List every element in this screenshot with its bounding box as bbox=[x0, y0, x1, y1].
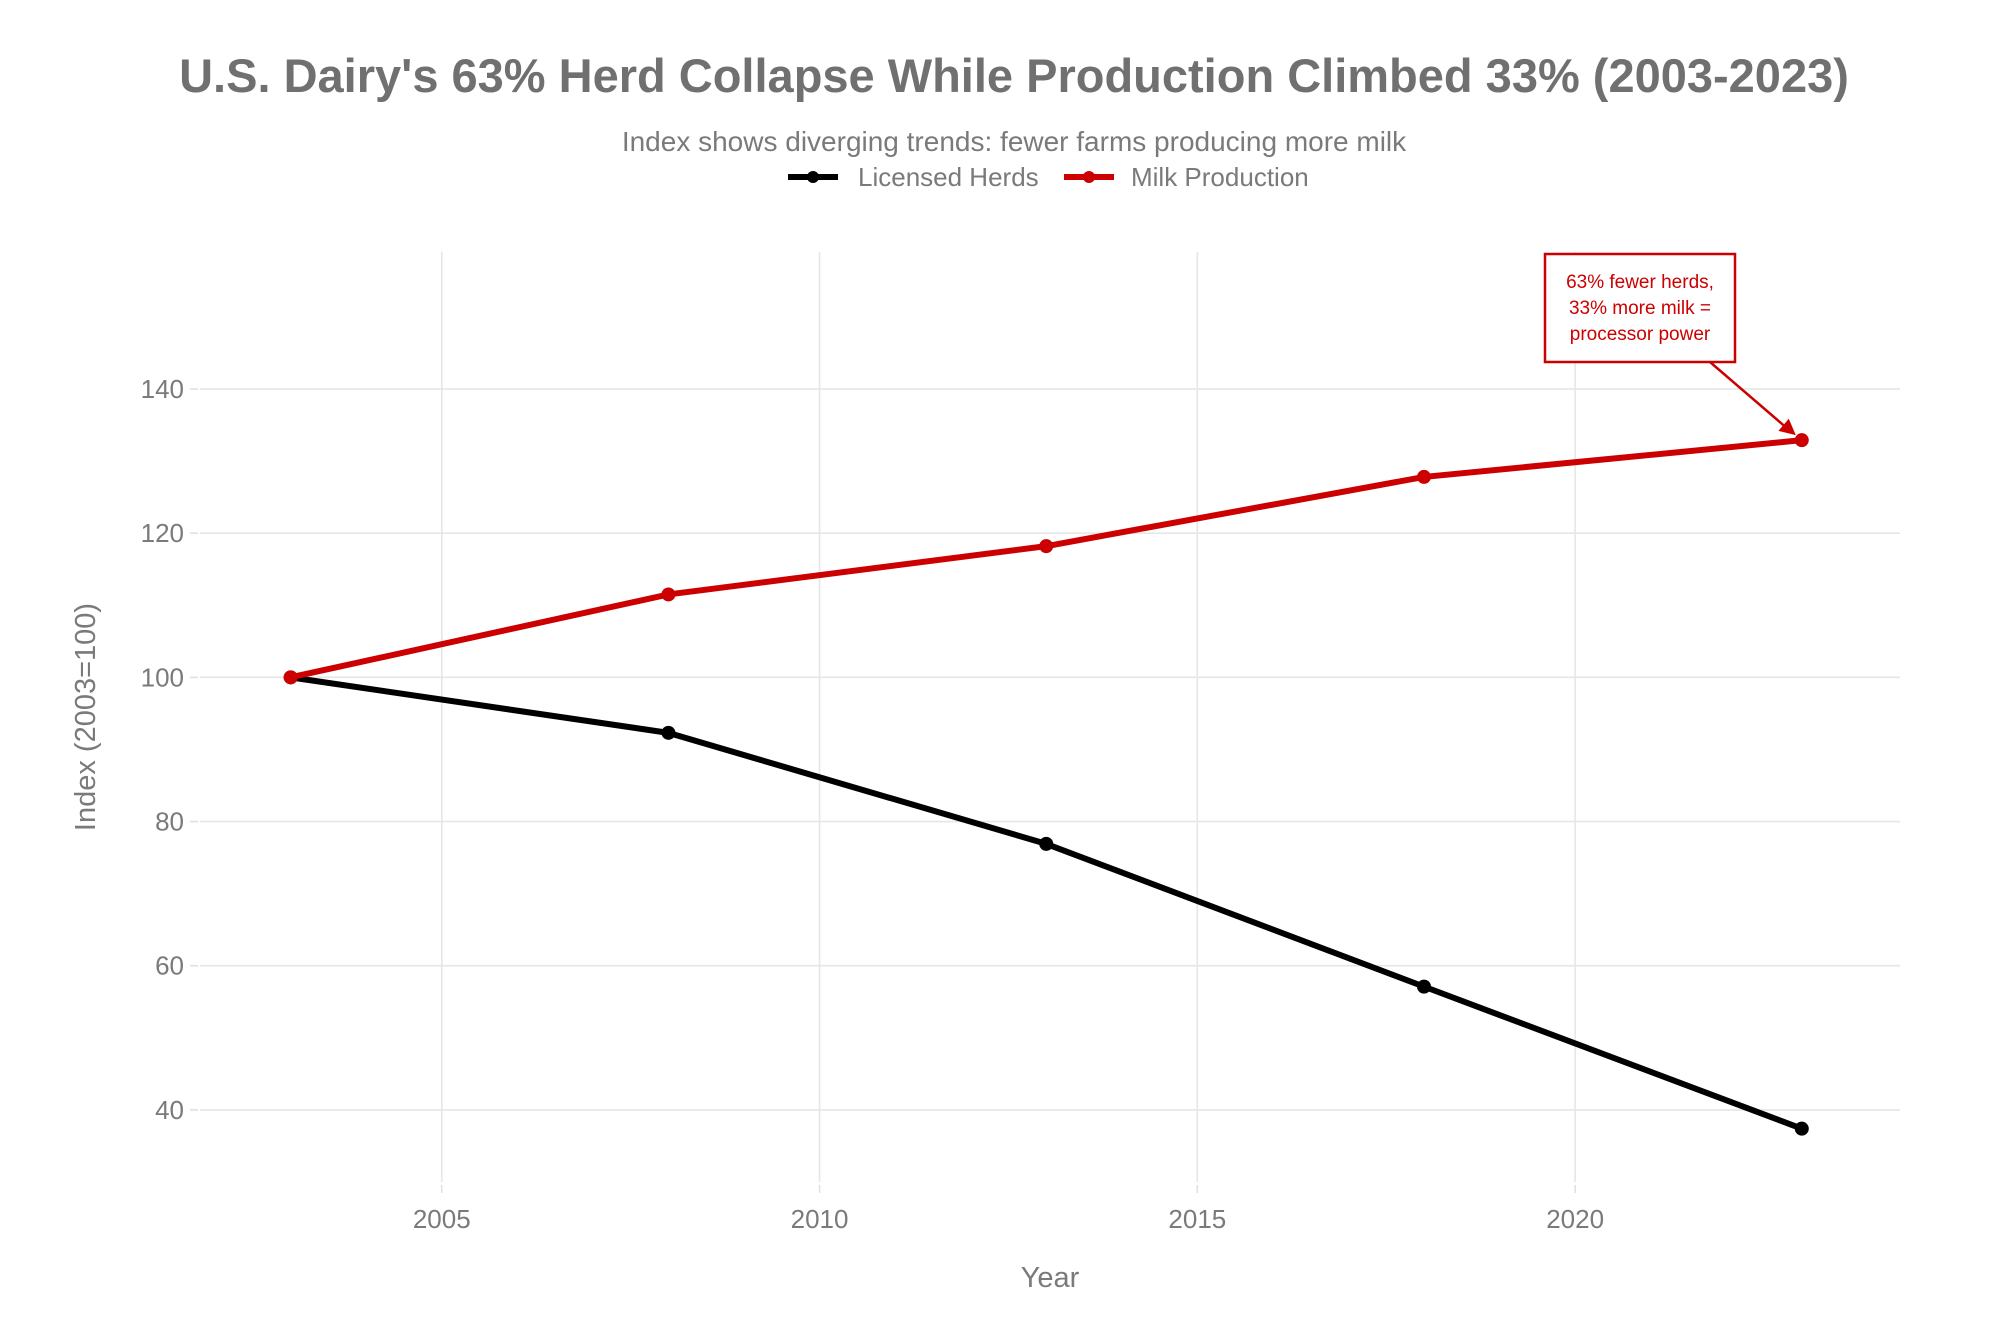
legend-label: Milk Production bbox=[1131, 162, 1309, 192]
gridlines bbox=[200, 252, 1900, 1182]
data-point-milk-production bbox=[661, 587, 676, 602]
x-tick-label: 2020 bbox=[1546, 1204, 1604, 1234]
data-point-licensed-herds bbox=[1039, 836, 1054, 851]
data-point-licensed-herds bbox=[1794, 1121, 1809, 1136]
chart-title: U.S. Dairy's 63% Herd Collapse While Pro… bbox=[179, 49, 1849, 102]
y-axis-title: Index (2003=100) bbox=[70, 603, 102, 831]
data-point-licensed-herds bbox=[1417, 979, 1431, 994]
legend-item-licensed-herds: Licensed Herds bbox=[788, 162, 1039, 192]
y-tick-label: 140 bbox=[141, 374, 184, 404]
x-tick-label: 2015 bbox=[1168, 1204, 1226, 1234]
series-layer bbox=[283, 433, 1809, 1136]
data-point-licensed-herds bbox=[661, 725, 676, 740]
annotation: 63% fewer herds, 33% more milk = processor… bbox=[1543, 252, 1796, 436]
chart-subtitle: Index shows diverging trends: fewer farm… bbox=[622, 126, 1407, 157]
annotation-arrow-line bbox=[1709, 361, 1787, 429]
data-point-milk-production bbox=[1794, 433, 1809, 448]
legend-label: Licensed Herds bbox=[858, 162, 1039, 192]
x-tick-label: 2010 bbox=[791, 1204, 849, 1234]
annotation-text: 63% fewer herds, bbox=[1566, 272, 1714, 293]
data-point-milk-production bbox=[1417, 469, 1431, 484]
x-axis-title: Year bbox=[1021, 1262, 1080, 1294]
data-point-milk-production bbox=[1039, 539, 1054, 554]
annotation-text: processor power bbox=[1570, 324, 1711, 345]
series-licensed-herds bbox=[283, 670, 1809, 1136]
y-tick-label: 40 bbox=[155, 1095, 184, 1125]
data-point-milk-production bbox=[283, 670, 298, 685]
axes: 40 60 80 100 120 140 2005 2010 2015 2020 bbox=[141, 374, 1604, 1234]
x-tick-label: 2005 bbox=[413, 1204, 471, 1234]
y-tick-label: 120 bbox=[141, 518, 184, 548]
y-tick-label: 60 bbox=[155, 951, 184, 981]
legend-item-milk-production: Milk Production bbox=[1064, 162, 1309, 192]
annotation-box bbox=[1543, 252, 1737, 364]
legend-swatch-marker bbox=[1083, 171, 1095, 183]
legend-swatch-marker bbox=[807, 171, 819, 183]
annotations-layer: 63% fewer herds, 33% more milk = processor… bbox=[1543, 252, 1796, 436]
series-milk-production bbox=[283, 433, 1809, 685]
y-tick-label: 100 bbox=[141, 662, 184, 692]
y-tick-label: 80 bbox=[155, 807, 184, 837]
annotation-text: 33% more milk = bbox=[1569, 298, 1711, 319]
annotation-arrowhead-icon bbox=[1778, 418, 1796, 436]
legend: Licensed Herds Milk Production bbox=[788, 162, 1309, 192]
